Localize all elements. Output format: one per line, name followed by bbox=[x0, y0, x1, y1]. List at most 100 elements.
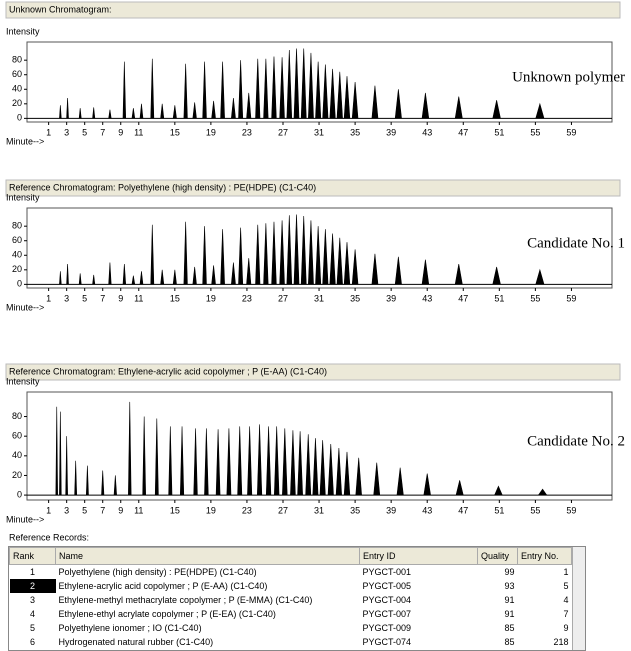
peak bbox=[192, 102, 197, 119]
peak bbox=[78, 108, 82, 119]
peak bbox=[271, 56, 277, 119]
column-header: Quality bbox=[477, 547, 518, 565]
peak bbox=[535, 268, 545, 285]
x-tick-label: 5 bbox=[82, 505, 87, 515]
x-tick-label: 1 bbox=[46, 505, 51, 515]
peak bbox=[300, 215, 307, 285]
x-tick-label: 47 bbox=[458, 127, 468, 137]
table-row[interactable]: 5 Polyethylene ionomer ; IO (C1-C40) PYGCT… bbox=[10, 621, 572, 635]
panel-header-bar bbox=[5, 179, 621, 197]
peak bbox=[101, 470, 105, 496]
peak bbox=[256, 424, 263, 496]
peak bbox=[220, 229, 225, 285]
peak bbox=[237, 426, 243, 496]
table-cell: 6 bbox=[29, 637, 35, 647]
x-tick-label: 47 bbox=[458, 505, 468, 515]
peak bbox=[211, 100, 216, 119]
x-tick-label: 43 bbox=[422, 127, 432, 137]
peak bbox=[492, 100, 501, 119]
x-tick-label: 11 bbox=[134, 127, 143, 137]
peak bbox=[230, 262, 236, 285]
table-cell: 5 bbox=[29, 623, 35, 633]
peak bbox=[128, 401, 132, 496]
table-cell: 2 bbox=[9, 579, 56, 593]
table-cell: 3 bbox=[29, 595, 35, 605]
peak bbox=[265, 426, 272, 496]
table-row[interactable]: 2 Ethylene-acrylic acid copolymer ; P (E-… bbox=[9, 579, 572, 593]
table-cell: 91 bbox=[504, 595, 515, 605]
peak bbox=[329, 233, 336, 285]
peak bbox=[455, 480, 464, 496]
x-axis-label: Minute--> bbox=[6, 302, 44, 312]
x-tick-label: 5 bbox=[82, 293, 87, 303]
peak bbox=[179, 426, 185, 496]
x-tick-label: 23 bbox=[242, 127, 252, 137]
panel-header: Unknown Chromatogram: bbox=[9, 4, 112, 14]
peak bbox=[172, 269, 177, 285]
x-axis-label: Minute--> bbox=[6, 136, 44, 146]
peak bbox=[108, 109, 112, 119]
x-tick-label: 1 bbox=[46, 293, 51, 303]
peak bbox=[183, 221, 188, 285]
y-tick-label: 40 bbox=[12, 84, 22, 94]
peak bbox=[373, 462, 381, 496]
peak bbox=[255, 58, 261, 119]
peak bbox=[226, 428, 232, 496]
table-row[interactable]: 4 Ethylene-ethyl acrylate copolymer ; P (… bbox=[10, 607, 572, 621]
x-tick-label: 51 bbox=[494, 293, 504, 303]
x-tick-label: 43 bbox=[422, 293, 432, 303]
x-tick-label: 59 bbox=[566, 293, 576, 303]
peak bbox=[172, 105, 177, 119]
table-row[interactable]: 6 Hydrogenated natural rubber (C1-C40) PYG… bbox=[10, 635, 572, 649]
x-axis-label: Minute--> bbox=[6, 514, 44, 524]
peak bbox=[66, 97, 69, 119]
peak bbox=[315, 226, 322, 285]
column-header: Rank bbox=[9, 547, 56, 565]
x-tick-label: 3 bbox=[64, 127, 69, 137]
table-cell: 218 bbox=[553, 637, 569, 647]
x-tick-label: 7 bbox=[100, 293, 105, 303]
x-tick-label: 3 bbox=[64, 293, 69, 303]
x-tick-label: 35 bbox=[350, 293, 360, 303]
peak bbox=[537, 488, 548, 496]
peak bbox=[59, 105, 62, 119]
x-tick-label: 5 bbox=[82, 127, 87, 137]
peak bbox=[154, 418, 159, 496]
peak bbox=[535, 102, 545, 119]
peak bbox=[55, 406, 58, 496]
peak bbox=[74, 460, 78, 496]
table-row[interactable]: 1 Polyethylene (high density) : PE(HDPE) … bbox=[10, 565, 572, 580]
peak bbox=[139, 271, 144, 285]
x-tick-label: 27 bbox=[278, 293, 288, 303]
peak bbox=[355, 457, 362, 496]
x-tick-label: 19 bbox=[206, 293, 216, 303]
peak bbox=[183, 63, 188, 119]
table-cell: Polyethylene ionomer ; IO (C1-C40) bbox=[58, 623, 202, 633]
table-row[interactable]: 3 Ethylene-methyl methacrylate copolymer … bbox=[10, 593, 572, 607]
x-tick-label: 9 bbox=[118, 127, 123, 137]
y-tick-label: 60 bbox=[12, 235, 22, 245]
x-tick-label: 15 bbox=[170, 127, 180, 137]
table-cell: PYGCT-009 bbox=[362, 623, 412, 633]
x-tick-label: 59 bbox=[566, 127, 576, 137]
x-tick-label: 19 bbox=[206, 505, 216, 515]
peak bbox=[293, 214, 300, 285]
y-tick-label: 20 bbox=[12, 470, 22, 480]
y-tick-label: 0 bbox=[17, 113, 22, 123]
x-tick-label: 55 bbox=[530, 293, 540, 303]
peak bbox=[327, 444, 334, 496]
y-tick-label: 40 bbox=[12, 450, 22, 460]
x-tick-label: 47 bbox=[458, 293, 468, 303]
table: Rank Name Entry ID Quality Entry No. 1 Polyet… bbox=[9, 547, 572, 649]
peak bbox=[150, 58, 155, 119]
peak bbox=[290, 430, 296, 496]
table-cell: PYGCT-004 bbox=[362, 595, 412, 605]
peak bbox=[454, 263, 463, 285]
scrollbar[interactable] bbox=[572, 547, 585, 650]
x-tick-label: 15 bbox=[170, 293, 180, 303]
column-header: Name bbox=[55, 547, 360, 565]
peak bbox=[246, 258, 252, 285]
table-cell: Polyethylene (high density) : PE(HDPE) (… bbox=[58, 567, 257, 577]
peak bbox=[78, 273, 82, 285]
